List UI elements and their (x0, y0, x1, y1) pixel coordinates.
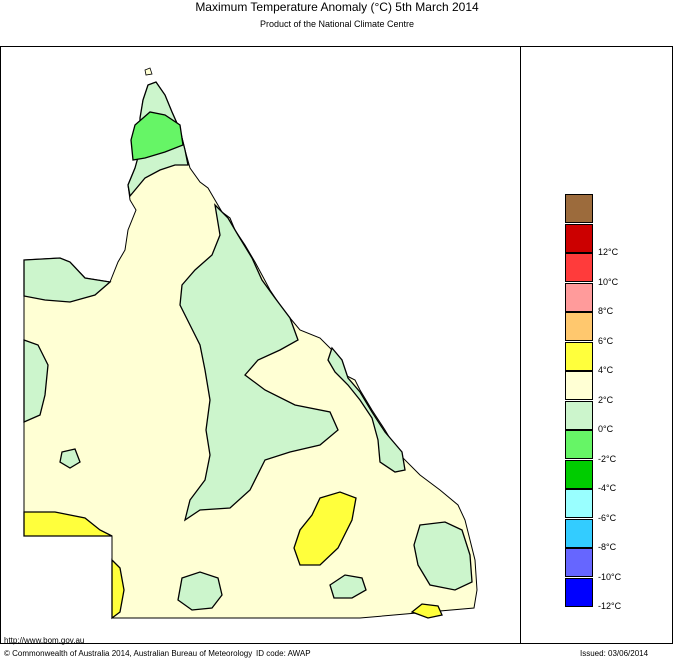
west-green (23, 339, 49, 423)
legend-swatch (565, 341, 593, 371)
legend-label: 10°C (598, 276, 619, 287)
central-yellow (293, 491, 357, 566)
legend-label: 6°C (598, 335, 614, 346)
map-frame (0, 46, 673, 644)
southeast-green (413, 521, 473, 591)
legend-swatch (565, 312, 593, 341)
southwest-yellow (23, 511, 113, 537)
southeast-yellow (410, 603, 443, 619)
small-green-patch (59, 448, 81, 469)
legend-swatch (565, 489, 593, 518)
legend-swatch (565, 282, 593, 312)
far-south-yellow (111, 558, 125, 620)
island-north (144, 67, 153, 76)
legend-label: -2°C (598, 453, 617, 464)
legend-label: -10°C (598, 571, 622, 582)
legend-label: 2°C (598, 394, 614, 405)
cape-dark-green (130, 111, 184, 161)
southcentral-green (329, 574, 367, 599)
legend-label: 4°C (598, 365, 614, 375)
legend-label: -6°C (598, 512, 617, 523)
gulf-green (23, 257, 112, 303)
legend-swatch (565, 194, 593, 223)
legend-divider (520, 46, 521, 644)
legend-swatch (565, 518, 593, 548)
legend-swatch (565, 548, 593, 577)
central-green (179, 203, 339, 522)
map-subtitle: Product of the National Climate Centre (259, 19, 415, 29)
legend-label: 8°C (598, 306, 614, 316)
legend-label: -8°C (598, 542, 617, 552)
legend-label: -12°C (598, 601, 622, 611)
legend-swatch (565, 223, 593, 253)
legend-label: 12°C (598, 247, 619, 257)
legend-swatch (565, 577, 593, 607)
footer-url[interactable]: http://www.bom.gov.au (4, 636, 85, 645)
legend-swatch (565, 400, 593, 430)
legend-swatch (565, 430, 593, 459)
south-green (177, 571, 223, 611)
map-title: Maximum Temperature Anomaly (°C) 5th Mar… (195, 0, 479, 14)
coast-green (327, 346, 406, 473)
legend-swatch (565, 253, 593, 282)
footer-issued: Issued: 03/06/2014 (580, 649, 649, 658)
legend-label: 0°C (598, 424, 614, 434)
legend-swatch (565, 371, 593, 400)
footer-id-code: ID code: AWAP (256, 649, 311, 658)
legend-swatch (565, 459, 593, 489)
footer-copyright: © Commonwealth of Australia 2014, Austra… (4, 649, 253, 658)
legend-label: -4°C (598, 483, 617, 493)
